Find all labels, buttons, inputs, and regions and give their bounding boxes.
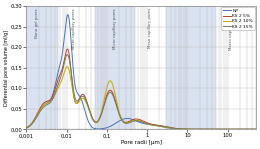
KS 2 10% [65, 66, 68, 68]
KS 2 15% [113, 99, 116, 100]
Line: KS 2 5%: KS 2 5% [27, 49, 256, 129]
NP [65, 20, 68, 22]
NP [51, 94, 54, 96]
Line: KS 2 15%: KS 2 15% [27, 55, 256, 129]
Legend: NP, KS 2 5%, KS 2 10%, KS 2 15%: NP, KS 2 5%, KS 2 10%, KS 2 15% [221, 7, 255, 30]
Line: KS 2 10%: KS 2 10% [27, 67, 256, 129]
KS 2 15% [250, 128, 253, 130]
KS 2 5% [123, 121, 126, 123]
KS 2 15% [123, 122, 126, 124]
KS 2 5% [225, 128, 228, 130]
KS 2 10% [25, 127, 28, 129]
KS 2 5% [66, 48, 69, 50]
KS 2 15% [66, 54, 69, 56]
Text: Nano gel pores: Nano gel pores [35, 8, 39, 38]
NP [113, 123, 116, 125]
Bar [135, 6, 166, 129]
Text: Micro capillary pores: Micro capillary pores [72, 8, 76, 49]
X-axis label: Pore radii [µm]: Pore radii [µm] [121, 140, 162, 145]
KS 2 10% [225, 128, 228, 130]
KS 2 10% [66, 66, 69, 67]
Text: Macro capillary pores: Macro capillary pores [229, 8, 233, 50]
KS 2 15% [65, 55, 68, 57]
KS 2 10% [250, 128, 253, 130]
KS 2 15% [225, 128, 228, 130]
Text: Micro capillary pores: Micro capillary pores [113, 8, 117, 49]
NP [254, 128, 257, 130]
Bar [58, 6, 95, 129]
Line: NP: NP [27, 15, 256, 129]
Y-axis label: Differential pore volume [ml/g]: Differential pore volume [ml/g] [4, 30, 9, 106]
NP [25, 127, 28, 129]
KS 2 5% [254, 128, 257, 130]
KS 2 15% [25, 127, 28, 129]
KS 2 10% [51, 98, 54, 100]
KS 2 10% [113, 91, 116, 93]
KS 2 15% [51, 98, 54, 100]
NP [123, 118, 126, 120]
KS 2 5% [250, 128, 253, 130]
NP [66, 14, 69, 16]
KS 2 5% [51, 95, 54, 97]
NP [225, 128, 228, 130]
NP [250, 128, 253, 130]
KS 2 10% [254, 128, 257, 130]
Text: Meso capillary pores: Meso capillary pores [148, 8, 152, 48]
KS 2 15% [254, 128, 257, 130]
Bar [27, 6, 58, 129]
Bar [95, 6, 135, 129]
Bar [166, 6, 216, 129]
KS 2 10% [123, 122, 126, 124]
KS 2 5% [65, 50, 68, 52]
KS 2 5% [25, 127, 28, 129]
KS 2 5% [113, 97, 116, 99]
